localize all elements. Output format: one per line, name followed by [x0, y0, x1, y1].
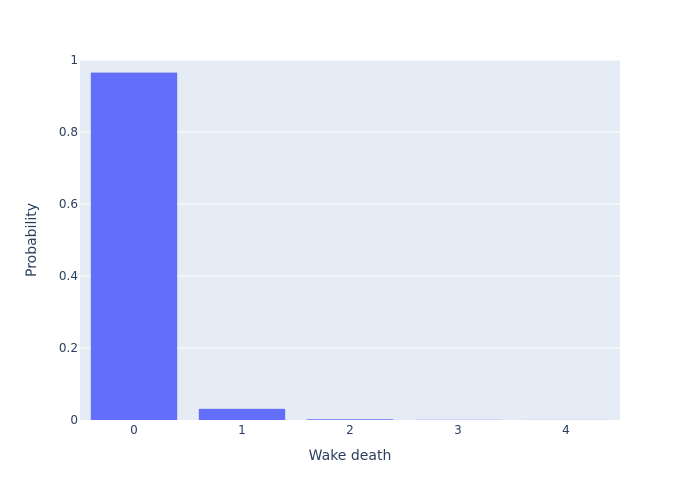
- y-tick-label: 1: [70, 53, 78, 67]
- bar-2: [306, 419, 394, 420]
- y-tick-label: 0: [70, 413, 78, 427]
- y-tick-label: 0.4: [59, 269, 78, 283]
- x-axis-title: Wake death: [309, 448, 392, 464]
- x-tick-labels: 0 1 2 3 4: [130, 423, 570, 437]
- x-tick-label: 0: [130, 423, 138, 437]
- x-tick-label: 4: [562, 423, 570, 437]
- y-tick-label: 0.2: [59, 341, 78, 355]
- x-tick-label: 3: [454, 423, 462, 437]
- y-tick-label: 0.8: [59, 125, 78, 139]
- x-tick-label: 1: [238, 423, 246, 437]
- y-tick-label: 0.6: [59, 197, 78, 211]
- y-axis-title: Probability: [24, 203, 40, 277]
- bars: [90, 72, 610, 420]
- x-tick-label: 2: [346, 423, 354, 437]
- bar-0: [90, 72, 178, 420]
- bar-1: [198, 408, 286, 420]
- y-tick-labels: 0 0.2 0.4 0.6 0.8 1: [59, 53, 78, 427]
